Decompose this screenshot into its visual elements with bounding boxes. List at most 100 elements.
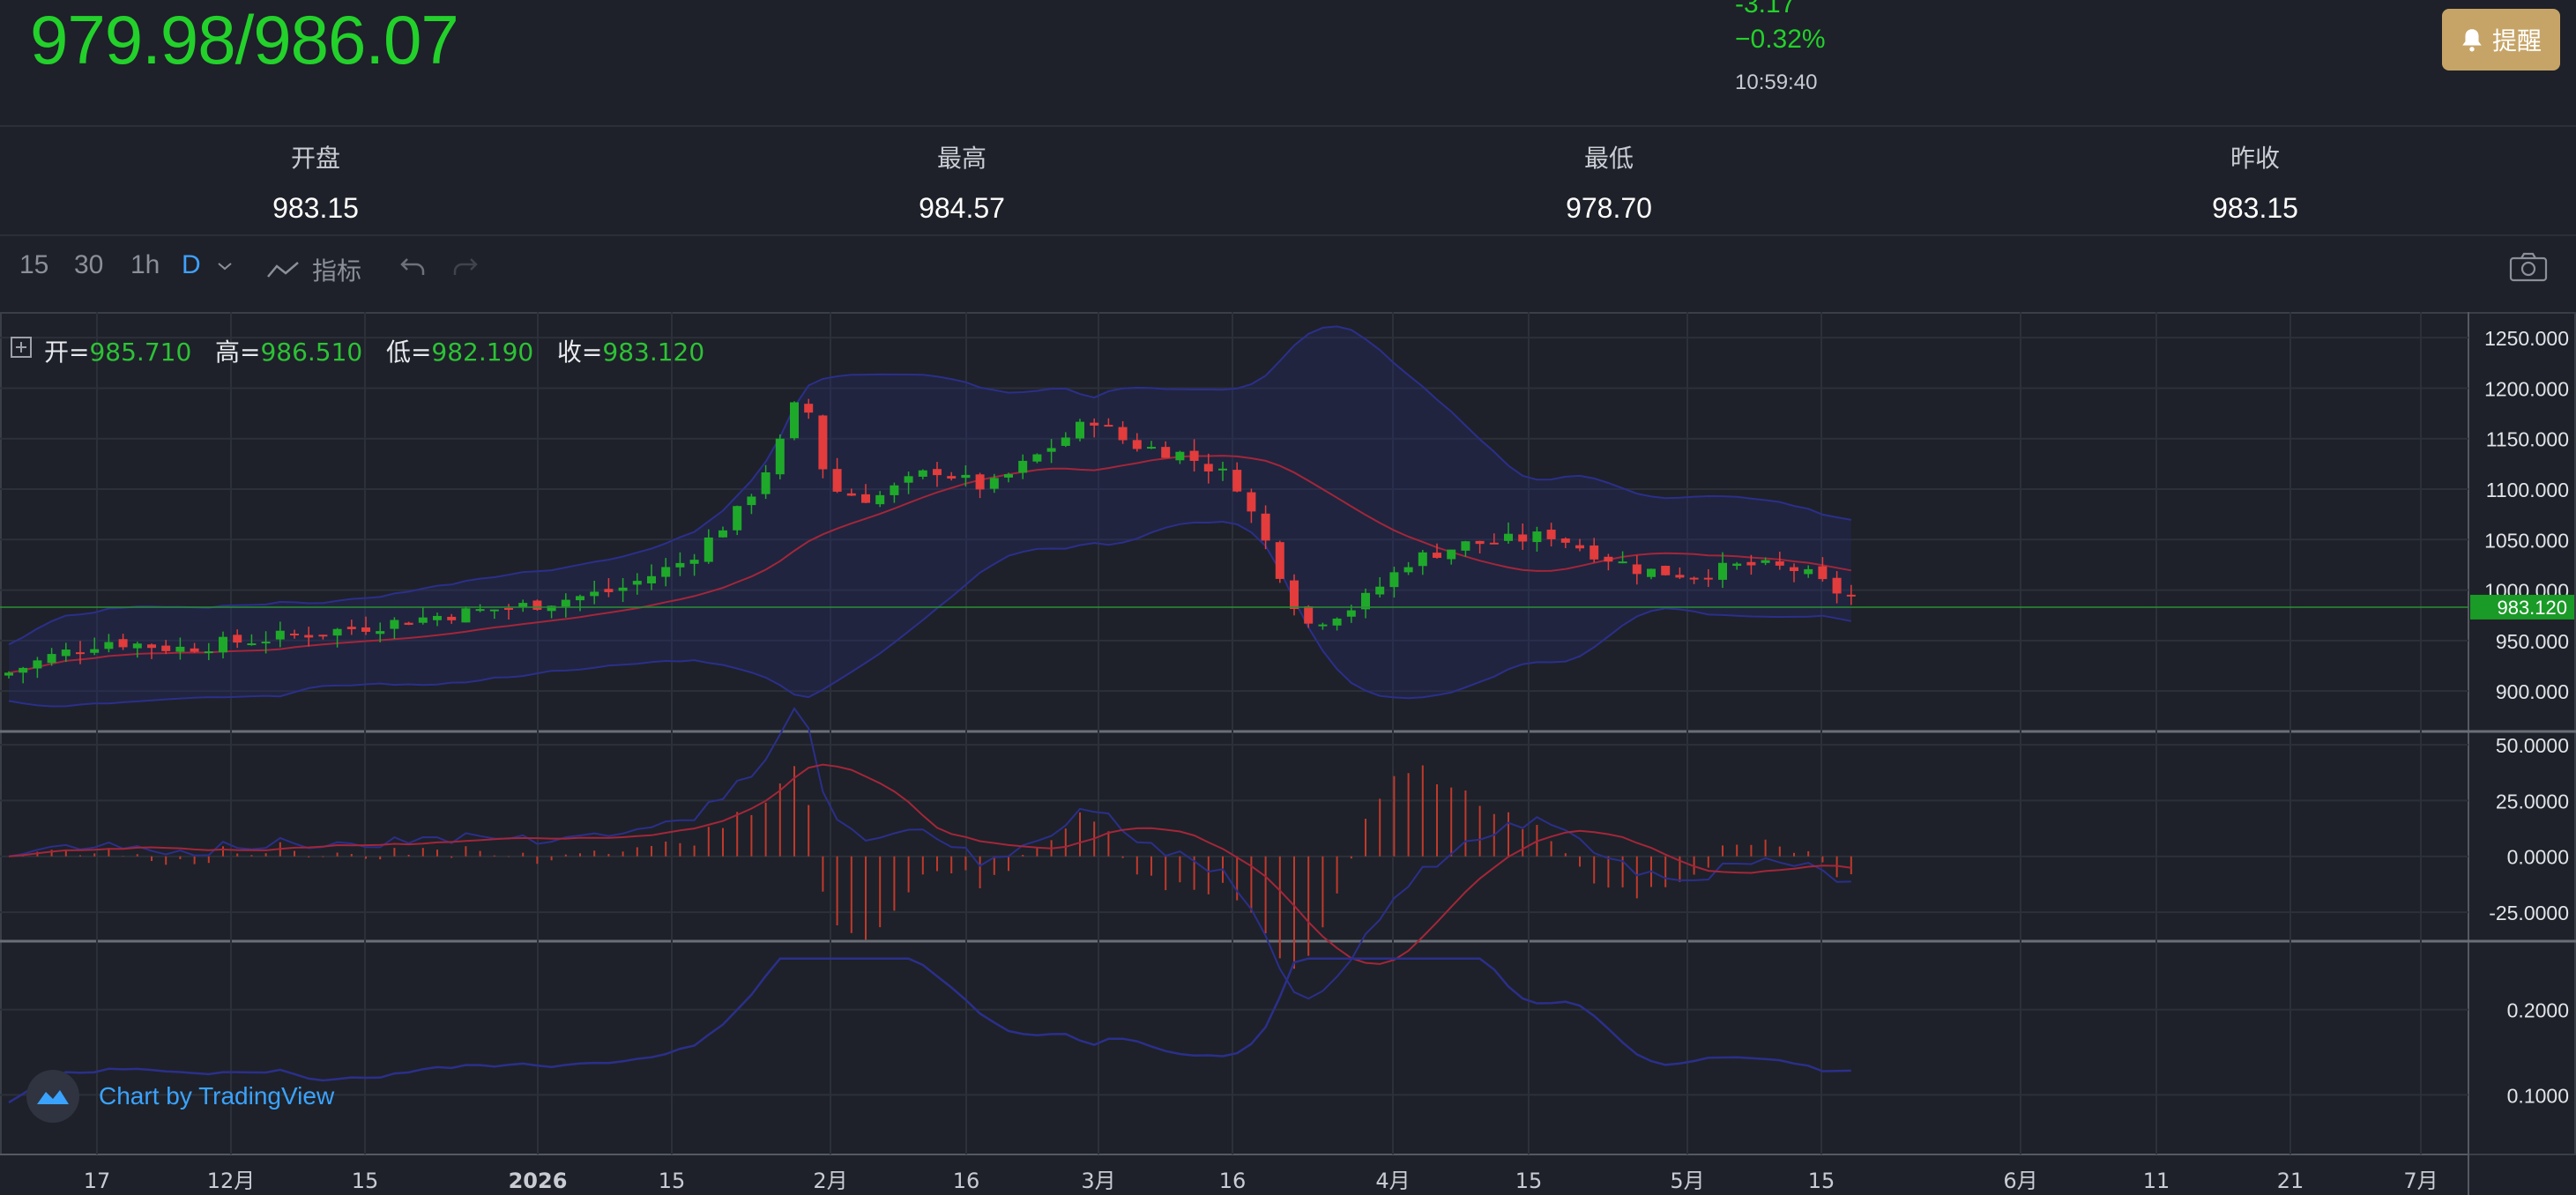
candle-body xyxy=(447,616,457,620)
camera-icon[interactable] xyxy=(2509,252,2548,282)
x-axis-tick-label: 2月 xyxy=(813,1169,847,1193)
candle-body xyxy=(661,567,671,577)
undo-icon[interactable] xyxy=(398,254,427,278)
x-axis-tick-label: 5月 xyxy=(1670,1169,1704,1193)
ohlc-low-label: 低= xyxy=(385,338,432,367)
candle-body xyxy=(1361,592,1370,610)
candle-body xyxy=(1775,561,1784,566)
indicator-icon xyxy=(267,262,299,278)
candle-body xyxy=(204,651,213,654)
candle-body xyxy=(190,648,199,652)
candle-body xyxy=(989,478,999,489)
candle-body xyxy=(1147,447,1156,449)
alert-button-label: 提醒 xyxy=(2491,27,2542,55)
x-axis-tick-label: 15 xyxy=(659,1169,686,1193)
candle-body xyxy=(1818,566,1828,580)
indicator-axis-tick-label: 0.2000 xyxy=(2507,999,2569,1022)
tradingview-brand[interactable]: Chart by TradingView xyxy=(26,1070,334,1123)
interval-30[interactable]: 30 xyxy=(74,250,104,279)
stat-open: 开盘 983.15 xyxy=(183,139,448,225)
x-axis-tick-label: 12月 xyxy=(207,1169,256,1193)
stat-label: 最低 xyxy=(1583,144,1634,173)
candle-body xyxy=(1632,564,1642,575)
candle-body xyxy=(47,654,56,664)
candle-body xyxy=(1475,540,1485,545)
ohlc-close-label: 收= xyxy=(556,338,603,367)
candle-body xyxy=(1689,577,1699,580)
candle-body xyxy=(1546,530,1556,539)
candle-body xyxy=(1232,470,1242,492)
candle-body xyxy=(132,643,142,649)
candle-body xyxy=(332,628,342,636)
candle-body xyxy=(504,607,513,610)
candle-body xyxy=(561,599,570,607)
candle-body xyxy=(1061,437,1070,446)
price-axis-tick-label: 900.000 xyxy=(2496,680,2569,703)
quote-time: 10:59:40 xyxy=(1735,71,1818,94)
interval-15[interactable]: 15 xyxy=(19,250,49,279)
candle-body xyxy=(947,476,957,479)
candle-body xyxy=(1032,454,1042,462)
candle-body xyxy=(1618,561,1627,564)
candle-body xyxy=(304,635,314,638)
x-axis-tick-label: 15 xyxy=(352,1169,379,1193)
last-price-badge xyxy=(2470,594,2574,620)
interval-1h[interactable]: 1h xyxy=(130,250,160,279)
chevron-down-icon[interactable] xyxy=(217,261,233,271)
bollinger-upper-line xyxy=(8,325,1851,646)
interval-d[interactable]: D xyxy=(182,250,201,279)
candle-body xyxy=(1675,575,1685,578)
candle-body xyxy=(1403,567,1413,573)
candle-body xyxy=(1275,542,1284,579)
candle-body xyxy=(975,474,985,490)
candle-body xyxy=(1746,561,1756,566)
candle-body xyxy=(475,609,485,612)
candle-body xyxy=(818,415,828,470)
candle-body xyxy=(433,615,442,620)
candle-body xyxy=(1346,610,1356,617)
candle-body xyxy=(261,642,271,644)
x-axis-tick-label: 17 xyxy=(84,1169,111,1193)
candle-body xyxy=(1175,451,1185,461)
candle-body xyxy=(1647,568,1656,577)
candle-body xyxy=(1189,450,1199,461)
redo-icon[interactable] xyxy=(451,254,480,278)
last-price-label: 983.120 xyxy=(2497,597,2567,619)
candle-body xyxy=(733,506,742,531)
price-axis-tick-label: 1150.000 xyxy=(2486,428,2569,451)
candle-body xyxy=(675,562,685,568)
indicators-button[interactable]: 指标 xyxy=(266,252,361,287)
bollinger-lower-line xyxy=(8,520,1851,708)
divider xyxy=(0,125,2576,127)
candle-body xyxy=(1218,468,1227,471)
candle-body xyxy=(704,537,713,562)
candle-body xyxy=(1590,545,1599,560)
stat-label: 昨收 xyxy=(2230,144,2280,173)
candle-body xyxy=(247,643,257,646)
candle-body xyxy=(1604,556,1613,562)
expand-icon[interactable] xyxy=(11,337,32,358)
stat-high: 最高 984.57 xyxy=(830,139,1094,225)
candle-body xyxy=(1261,513,1270,541)
candle-body xyxy=(904,476,913,483)
candle-body xyxy=(547,605,556,612)
ohlc-open-label: 开= xyxy=(44,338,90,367)
alert-button[interactable]: 提醒 xyxy=(2442,9,2560,71)
candle-body xyxy=(747,496,756,506)
candle-body xyxy=(647,575,656,583)
x-axis-tick-label: 16 xyxy=(953,1169,980,1193)
indicator-line xyxy=(8,957,1851,1104)
candle-body xyxy=(418,617,428,623)
ohlc-legend: 开=985.710 高=986.510 低=982.190 收=983.120 xyxy=(44,333,704,368)
x-axis-tick-label: 15 xyxy=(1808,1169,1835,1193)
candle-body xyxy=(1804,568,1813,575)
candle-body xyxy=(632,581,642,585)
price-axis-tick-label: 950.000 xyxy=(2496,630,2569,653)
tradingview-logo-icon xyxy=(26,1070,79,1123)
candle-body xyxy=(233,635,242,643)
candle-body xyxy=(1018,460,1028,473)
candle-body xyxy=(875,494,885,505)
candle-body xyxy=(361,627,370,632)
price-chart[interactable]: 17 12月 15 2026 15 2月 16 3月 16 4月 15 5月 15 6月 11 21 7月 125… xyxy=(0,312,2576,1195)
candle-body xyxy=(1247,492,1256,512)
